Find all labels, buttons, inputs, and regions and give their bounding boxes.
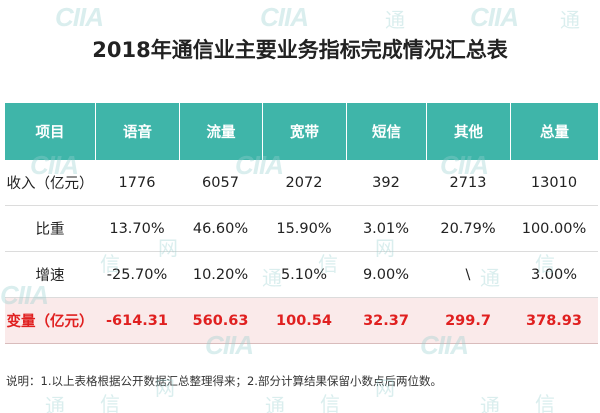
header-cell-sms: 短信	[346, 103, 426, 160]
header-cell-other: 其他	[426, 103, 510, 160]
title-area: 2018年通信业主要业务指标完成情况汇总表	[0, 0, 600, 90]
table-cell: \	[465, 266, 471, 283]
header-cell-broadband: 宽带	[262, 103, 346, 160]
table-cell: 10.20%	[192, 266, 249, 283]
header-cell-total: 总量	[510, 103, 598, 160]
row-label: 比重	[35, 222, 65, 238]
table-row-share: 比重 13.70% 46.60% 15.90% 3.01% 20.79% 100…	[5, 206, 598, 252]
header-cell-voice: 语音	[95, 103, 179, 160]
table-cell: 5.10%	[280, 266, 328, 283]
table-cell: 6057	[202, 174, 239, 191]
table-row-change: 变量（亿元） -614.31 560.63 100.54 32.37 299.7…	[5, 298, 598, 344]
table-cell: 1776	[118, 174, 156, 191]
footnote: 说明：1.以上表格根据公开数据汇总整理得来；2.部分计算结果保留小数点后两位数。	[6, 374, 442, 388]
header-cell-data-traffic: 流量	[179, 103, 262, 160]
row-label: 增速	[35, 268, 65, 284]
table-cell: 299.7	[445, 312, 491, 329]
table-cell: 392	[372, 174, 400, 191]
table-cell: 3.01%	[362, 220, 410, 237]
table-cell: 15.90%	[276, 220, 332, 237]
summary-table: 项目 语音 流量 宽带 短信 其他 总量 收入（亿元） 1776 6057 20…	[5, 103, 598, 344]
watermark-char: 信	[535, 392, 555, 413]
table-cell: 2072	[285, 174, 323, 191]
watermark-char: 信	[100, 392, 120, 413]
table-cell: 100.00%	[521, 220, 587, 237]
table-cell: 9.00%	[362, 266, 410, 283]
watermark-char: 通	[480, 394, 500, 413]
table-cell: 32.37	[363, 312, 409, 329]
table-cell: 20.79%	[440, 220, 496, 237]
table-header-row: 项目 语音 流量 宽带 短信 其他 总量	[5, 103, 598, 160]
watermark-char: 信	[320, 392, 340, 413]
table-cell: 13010	[530, 174, 578, 191]
table-cell: 2713	[449, 174, 487, 191]
row-label: 变量（亿元）	[6, 314, 94, 330]
table-cell: 378.93	[526, 312, 582, 329]
table-cell: 46.60%	[192, 220, 249, 237]
watermark-char: 通	[45, 394, 65, 413]
table-cell: 560.63	[192, 312, 249, 329]
watermark-char: 通	[265, 394, 285, 413]
table-row-revenue: 收入（亿元） 1776 6057 2072 392 2713 13010	[5, 160, 598, 206]
table-cell: 3.00%	[530, 266, 578, 283]
table-cell: 13.70%	[109, 220, 165, 237]
table-row-growth: 增速 -25.70% 10.20% 5.10% 9.00% \ 3.00%	[5, 252, 598, 298]
table-cell: -25.70%	[106, 266, 168, 283]
row-label: 收入（亿元）	[6, 176, 94, 192]
table-cell: 100.54	[276, 312, 332, 329]
header-cell-item: 项目	[35, 125, 65, 141]
table-cell: -614.31	[106, 312, 168, 329]
page-title: 2018年通信业主要业务指标完成情况汇总表	[92, 38, 508, 62]
